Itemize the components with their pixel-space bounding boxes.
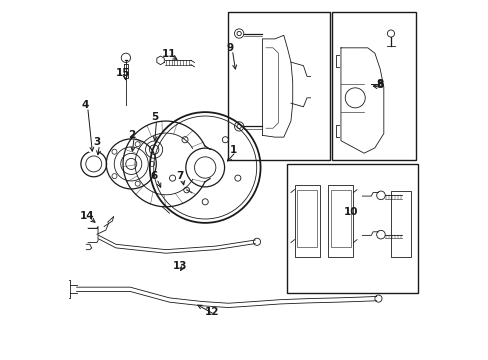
Bar bbox=[390, 191, 410, 257]
Bar bbox=[287, 164, 417, 293]
Text: 13: 13 bbox=[173, 261, 187, 271]
Bar bbox=[294, 185, 319, 257]
Text: 1: 1 bbox=[230, 145, 237, 155]
Text: 14: 14 bbox=[80, 211, 95, 221]
Text: 11: 11 bbox=[162, 49, 176, 59]
Text: 10: 10 bbox=[343, 207, 358, 217]
Bar bbox=[331, 12, 415, 160]
Text: 7: 7 bbox=[176, 171, 183, 181]
Text: 6: 6 bbox=[150, 171, 158, 181]
Bar bbox=[297, 190, 316, 247]
Text: 8: 8 bbox=[375, 80, 383, 90]
Text: 12: 12 bbox=[204, 307, 219, 317]
Text: 15: 15 bbox=[116, 68, 130, 78]
Text: 9: 9 bbox=[226, 43, 233, 53]
Bar bbox=[228, 12, 329, 160]
Text: 4: 4 bbox=[81, 100, 89, 110]
Text: 3: 3 bbox=[94, 138, 101, 148]
Text: 8: 8 bbox=[376, 79, 383, 89]
Text: 2: 2 bbox=[128, 130, 135, 140]
Bar bbox=[331, 190, 350, 247]
Text: 5: 5 bbox=[150, 112, 158, 122]
Bar bbox=[328, 185, 353, 257]
